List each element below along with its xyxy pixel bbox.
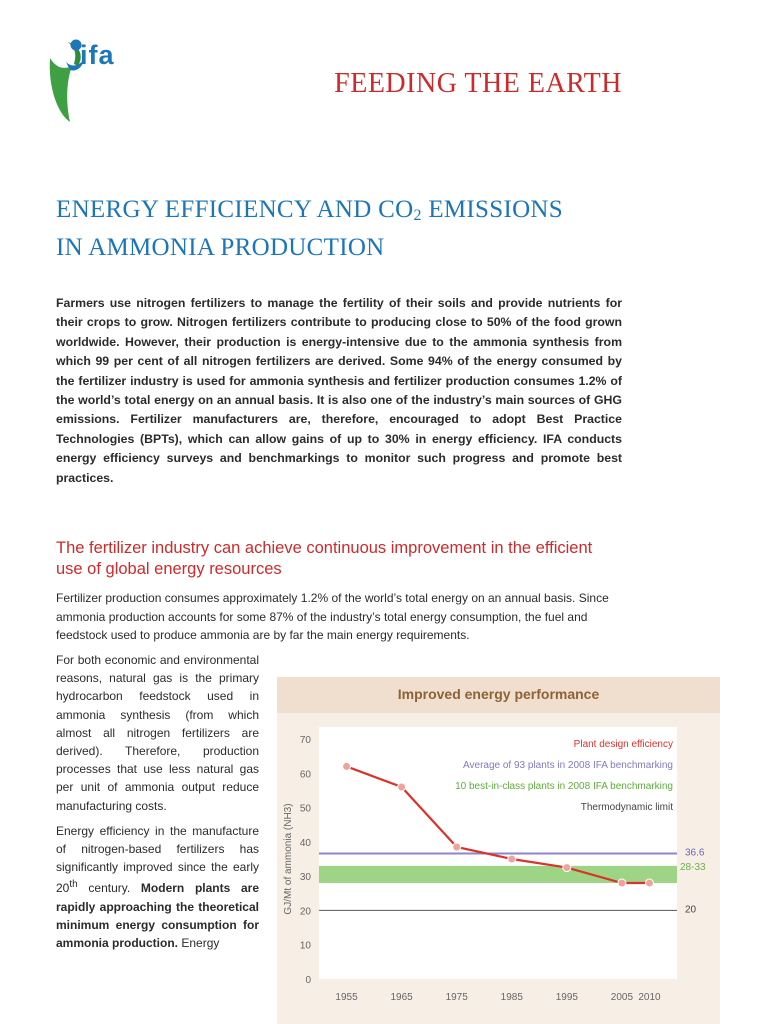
page-headline: FEEDING THE EARTH: [334, 68, 622, 99]
chart-header: [277, 677, 720, 713]
intro-paragraph: Farmers use nitrogen fertilizers to mana…: [56, 296, 622, 485]
data-point-2: [452, 842, 462, 852]
legend-entry-3: Thermodynamic limit: [581, 802, 673, 813]
section-subheading: The fertilizer industry can achieve cont…: [56, 539, 593, 578]
x-tick-label-1: 1965: [390, 992, 413, 1003]
x-tick-label-5: 2005: [611, 992, 634, 1003]
chart-plot: 28-33 36.6 20 0 10 20 30 40 50 60 70 GJ/Mt of ammon…: [283, 727, 706, 1003]
y-tick-label-5: 50: [300, 804, 312, 815]
column-paragraph-1: For both economic and environmental reas…: [56, 653, 259, 813]
y-tick-label-7: 70: [300, 735, 312, 746]
x-tick-label-2: 1975: [446, 992, 469, 1003]
data-point-1: [397, 782, 407, 792]
x-tick-label-0: 1955: [335, 992, 358, 1003]
energy-chart: Improved energy performance 28-33 36.6 20 0…: [277, 677, 720, 1024]
section-paragraph: Fertilizer production consumes approxima…: [56, 591, 609, 642]
y-tick-label-4: 40: [300, 838, 312, 849]
x-tick-label-4: 1995: [556, 992, 579, 1003]
column-p2-bold: Modern plants are rapidly approaching th…: [56, 881, 259, 951]
chart-title: Improved energy performance: [397, 686, 600, 702]
legend-entry-2: 10 best-in-class plants in 2008 IFA benc…: [455, 781, 673, 792]
column-p2-post: Energy: [178, 936, 220, 951]
column-paragraph-2: Energy efficiency in the manufacture of …: [56, 822, 259, 952]
reference-label-1: 20: [685, 904, 697, 915]
title-line1-sub: 2: [413, 207, 422, 224]
data-point-0: [342, 761, 352, 771]
x-tick-label-6: 2010: [638, 992, 661, 1003]
band-0: [319, 865, 677, 883]
logo-text: ifa: [80, 40, 115, 70]
data-point-6: [644, 878, 654, 888]
title-line1-post: EMISSIONS: [421, 196, 563, 223]
data-point-3: [507, 854, 517, 864]
column-p2-sup: th: [69, 879, 78, 891]
y-tick-label-6: 60: [300, 769, 312, 780]
column-p2-mid: century.: [77, 881, 141, 896]
legend-entry-0: Plant design efficiency: [574, 739, 673, 750]
x-tick-label-3: 1985: [501, 992, 524, 1003]
y-tick-label-0: 0: [305, 975, 311, 986]
legend-entry-1: Average of 93 plants in 2008 IFA benchma…: [463, 760, 673, 771]
ifa-logo-icon: [49, 39, 84, 122]
data-point-4: [562, 863, 572, 873]
title-line1-pre: ENERGY EFFICIENCY AND CO: [56, 196, 414, 223]
y-tick-label-1: 10: [300, 941, 312, 952]
left-column-text: For both economic and environmental reas…: [56, 651, 259, 959]
column-p2-pre: Energy efficiency in the manufacture of …: [56, 823, 259, 896]
y-tick-label-2: 20: [300, 906, 312, 917]
y-axis-label: GJ/Mt of ammonia (NH3): [283, 803, 294, 914]
y-tick-label-3: 30: [300, 872, 312, 883]
data-point-5: [617, 878, 627, 888]
reference-label-0: 36.6: [685, 848, 705, 859]
band-label-0: 28-33: [680, 862, 706, 873]
document-title: ENERGY EFFICIENCY AND CO2 EMISSIONS IN A…: [56, 194, 656, 264]
title-line2: IN AMMONIA PRODUCTION: [56, 234, 385, 261]
